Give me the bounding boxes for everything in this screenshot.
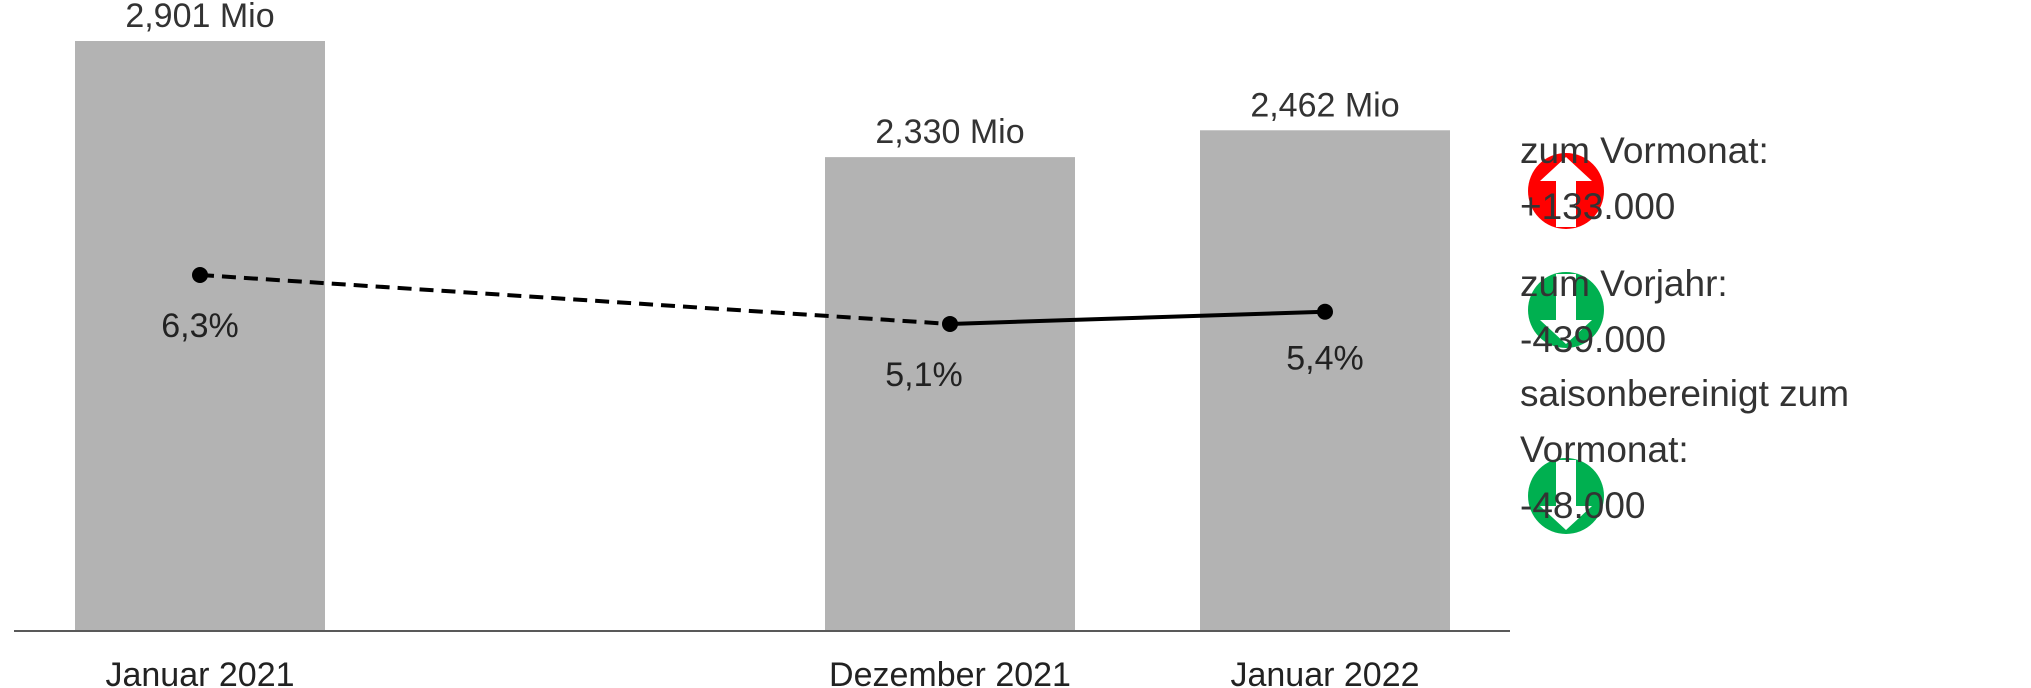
arrow-shape (1540, 274, 1592, 344)
arrow-down-icon (1528, 272, 1604, 348)
line-segment-dashed (199, 273, 951, 326)
bar-value-label: 2,901 Mio (125, 0, 274, 35)
line-point-label: 5,1% (885, 356, 963, 394)
line-point-label: 6,3% (161, 307, 239, 345)
change-label: saisonbereinigt zum (1520, 373, 1850, 414)
bar (825, 157, 1075, 632)
change-seasonally-adjusted: saisonbereinigt zum Vormonat: -48.000 (1520, 366, 2030, 534)
x-tick-label: Januar 2021 (105, 656, 294, 688)
line-point (1317, 303, 1333, 320)
x-tick-label: Januar 2022 (1230, 656, 1419, 688)
change-label: zum Vorjahr: (1520, 263, 1728, 304)
change-value: -48.000 (1520, 485, 1646, 526)
bars-layer (75, 41, 1450, 632)
bar-value-label: 2,330 Mio (875, 113, 1024, 151)
x-tick-label: Dezember 2021 (829, 656, 1071, 688)
bar (75, 41, 325, 631)
arrow-up-icon (1528, 153, 1604, 229)
arrow-shape (1540, 460, 1592, 530)
line-point (192, 267, 208, 283)
line-point-label: 5,4% (1286, 340, 1364, 378)
rate-line-layer (192, 267, 1333, 332)
change-vs-previous-month: zum Vormonat: +133.000 (1520, 123, 2030, 235)
change-vs-previous-year: zum Vorjahr: -439.000 (1520, 256, 2030, 368)
labels-layer: 2,901 Mio Januar 2021 2,330 Mio Dezember 20… (105, 0, 1419, 688)
arrow-down-icon (1528, 458, 1604, 534)
arrow-shape (1540, 157, 1592, 227)
change-value: -439.000 (1520, 319, 1667, 360)
bar (1200, 130, 1450, 631)
change-value: +133.000 (1520, 186, 1676, 227)
change-label: zum Vormonat: (1520, 130, 1769, 171)
bar-value-label: 2,462 Mio (1250, 86, 1399, 124)
line-segment-solid (949, 309, 1326, 326)
line-point (942, 315, 958, 332)
change-label: Vormonat: (1520, 429, 1689, 470)
